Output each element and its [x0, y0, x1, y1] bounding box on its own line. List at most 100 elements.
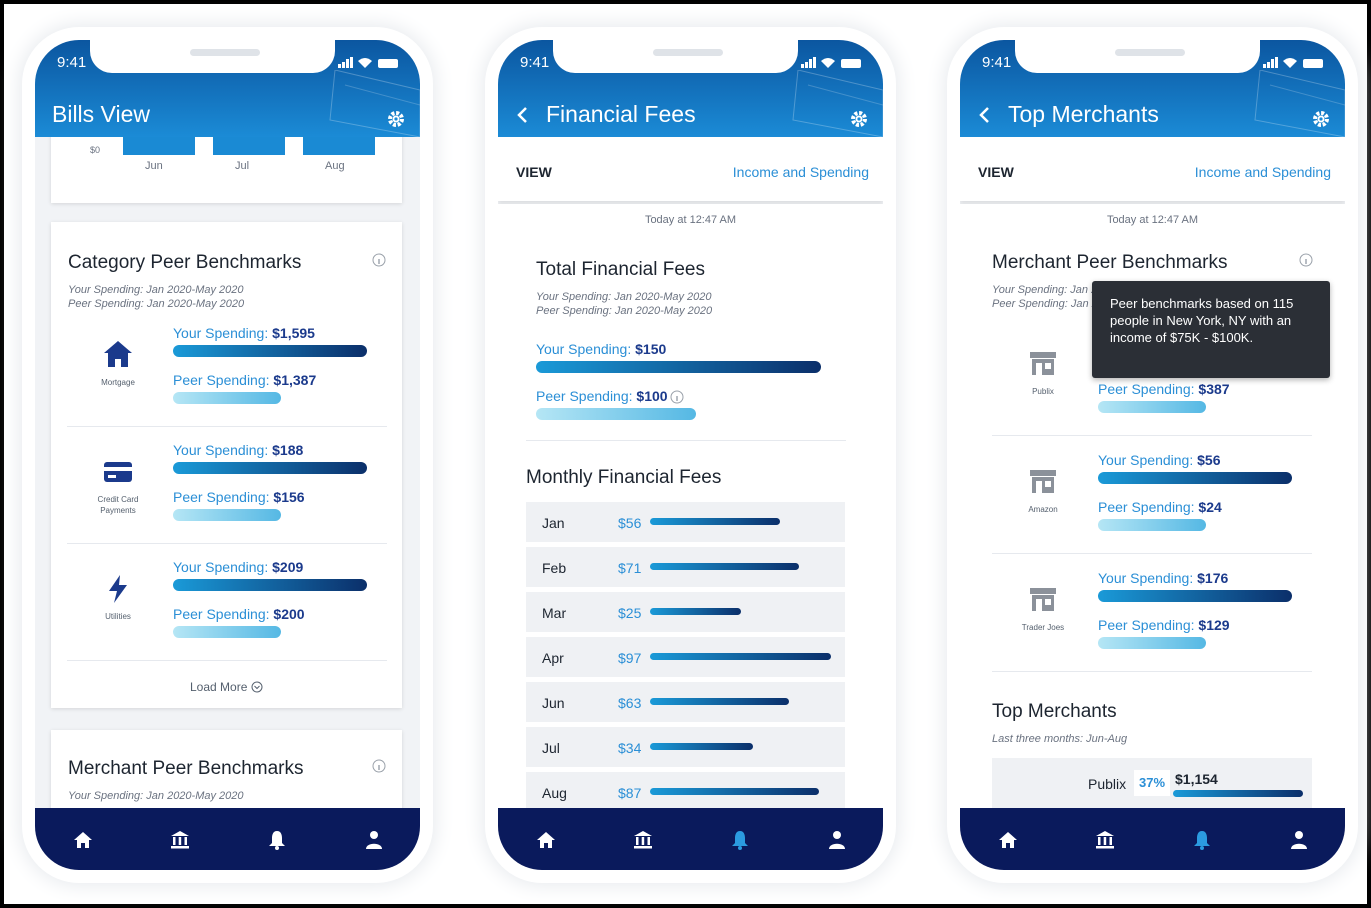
- nav-user-svg: [829, 831, 845, 849]
- category-icon: [102, 339, 134, 376]
- load-more-icon-svg: [251, 681, 263, 693]
- nav-home-svg: [537, 832, 555, 848]
- category-icon: [102, 456, 134, 493]
- status-icons-svg: [1263, 57, 1323, 68]
- peer-period: Peer Spending: Jan 2020-May 2020: [536, 305, 713, 317]
- back-button[interactable]: [978, 106, 992, 129]
- nav-bank[interactable]: [1094, 829, 1116, 856]
- view-row: [960, 137, 1345, 201]
- status-time: 9:41: [982, 54, 1012, 71]
- nav-bell-svg: [1194, 831, 1210, 850]
- view-label: VIEW: [516, 164, 552, 180]
- fee-value: $97: [618, 650, 642, 666]
- info-icon-svg: [372, 759, 386, 773]
- zero-label: $0: [90, 145, 101, 155]
- status-icons: [1263, 56, 1323, 74]
- fee-value: $63: [618, 695, 642, 711]
- month: Feb: [542, 560, 567, 576]
- your-period: Your Spending: Jan 2020-May 2020: [68, 284, 244, 296]
- info-icon-svg: [670, 390, 684, 404]
- tooltip: Peer benchmarks based on 115 people in N…: [1092, 281, 1330, 378]
- category-icon-svg: [1030, 352, 1056, 375]
- category-icon-svg: [104, 462, 132, 482]
- screen-title: Financial Fees: [546, 101, 696, 127]
- your-period: Your Spending: Jan 2020-May 2020: [68, 790, 244, 802]
- nav-user[interactable]: [363, 829, 385, 856]
- view-value[interactable]: Income and Spending: [732, 164, 869, 180]
- peer-spending: Peer Spending: $387: [1098, 381, 1230, 397]
- phone: VIEW Income and Spending Today at 12:47 AM…: [498, 40, 883, 870]
- divider: [992, 435, 1312, 436]
- your-value: $1,595: [272, 325, 315, 341]
- screen-title: Bills View: [52, 101, 150, 127]
- category-icon-svg: [104, 341, 132, 367]
- fee-value: $56: [618, 515, 642, 531]
- load-more[interactable]: Load More: [190, 680, 248, 694]
- category-label: Publix: [1032, 387, 1054, 396]
- header-decor-svg: [1254, 69, 1345, 138]
- subtitle: Last three months: Jun-Aug: [992, 733, 1128, 745]
- peer-value: $24: [1198, 499, 1222, 515]
- category-icon: [1027, 584, 1059, 621]
- section-title: Merchant Peer Benchmarks: [68, 758, 304, 779]
- peer-spending: Peer Spending: $200: [173, 606, 305, 622]
- month: Jun: [542, 695, 565, 711]
- settings-button[interactable]: [1310, 108, 1332, 135]
- nav-bank[interactable]: [169, 829, 191, 856]
- your-bar: [173, 345, 367, 357]
- nav-bank-svg: [1096, 831, 1114, 849]
- section-title: Top Merchants: [992, 701, 1117, 722]
- fee-bar: [650, 698, 789, 705]
- back-button-svg: [517, 107, 527, 123]
- load-more-icon: [251, 680, 263, 698]
- month: Mar: [542, 605, 567, 621]
- fee-value: $71: [618, 560, 642, 576]
- view-value[interactable]: Income and Spending: [1194, 164, 1331, 180]
- nav-bell[interactable]: [1191, 829, 1213, 856]
- nav-user[interactable]: [826, 829, 848, 856]
- notch: [90, 40, 335, 73]
- month: Apr: [542, 650, 564, 666]
- divider: [67, 543, 387, 544]
- fee-bar: [650, 518, 780, 525]
- your-value: $56: [1197, 452, 1221, 468]
- category-label: Amazon: [1028, 505, 1058, 514]
- peer-value: $156: [273, 489, 305, 505]
- your-label: Your Spending:: [173, 325, 269, 341]
- phone: VIEW Income and Spending Today at 12:47 AM…: [960, 40, 1345, 870]
- divider: [67, 426, 387, 427]
- nav-bell[interactable]: [729, 829, 751, 856]
- nav-user[interactable]: [1288, 829, 1310, 856]
- fee-value: $34: [618, 740, 642, 756]
- category-icon: [1027, 466, 1059, 503]
- updated-time: Today at 12:47 AM: [1106, 214, 1199, 226]
- nav-home[interactable]: [997, 829, 1019, 856]
- status-icons: [338, 56, 398, 74]
- status-time: 9:41: [57, 54, 87, 71]
- peer-label: Peer Spending:: [1098, 381, 1195, 397]
- nav-bank-svg: [171, 831, 189, 849]
- header-decor: [1250, 69, 1345, 142]
- your-value: $176: [1197, 570, 1229, 586]
- month: Jul: [542, 740, 560, 756]
- category-icon-svg: [1030, 470, 1056, 493]
- fee-bar: [650, 788, 819, 795]
- your-bar: [1098, 472, 1292, 484]
- nav-bell-svg: [269, 831, 285, 850]
- category-icon-svg: [109, 575, 127, 603]
- settings-button[interactable]: [848, 108, 870, 135]
- nav-home[interactable]: [535, 829, 557, 856]
- peer-label: Peer Spending:: [173, 372, 270, 388]
- nav-home[interactable]: [72, 829, 94, 856]
- nav-bell[interactable]: [266, 829, 288, 856]
- nav-bank[interactable]: [632, 829, 654, 856]
- settings-button[interactable]: [385, 108, 407, 135]
- screen-title: Top Merchants: [1008, 101, 1159, 127]
- back-button[interactable]: [516, 106, 530, 129]
- category-label: Mortgage: [101, 378, 135, 387]
- peer-label: Peer Spending:: [1098, 499, 1195, 515]
- header-decor: [788, 69, 883, 142]
- category-icon-svg: [1030, 588, 1056, 611]
- fee-bar: [650, 743, 753, 750]
- category-label: Utilities: [105, 612, 131, 621]
